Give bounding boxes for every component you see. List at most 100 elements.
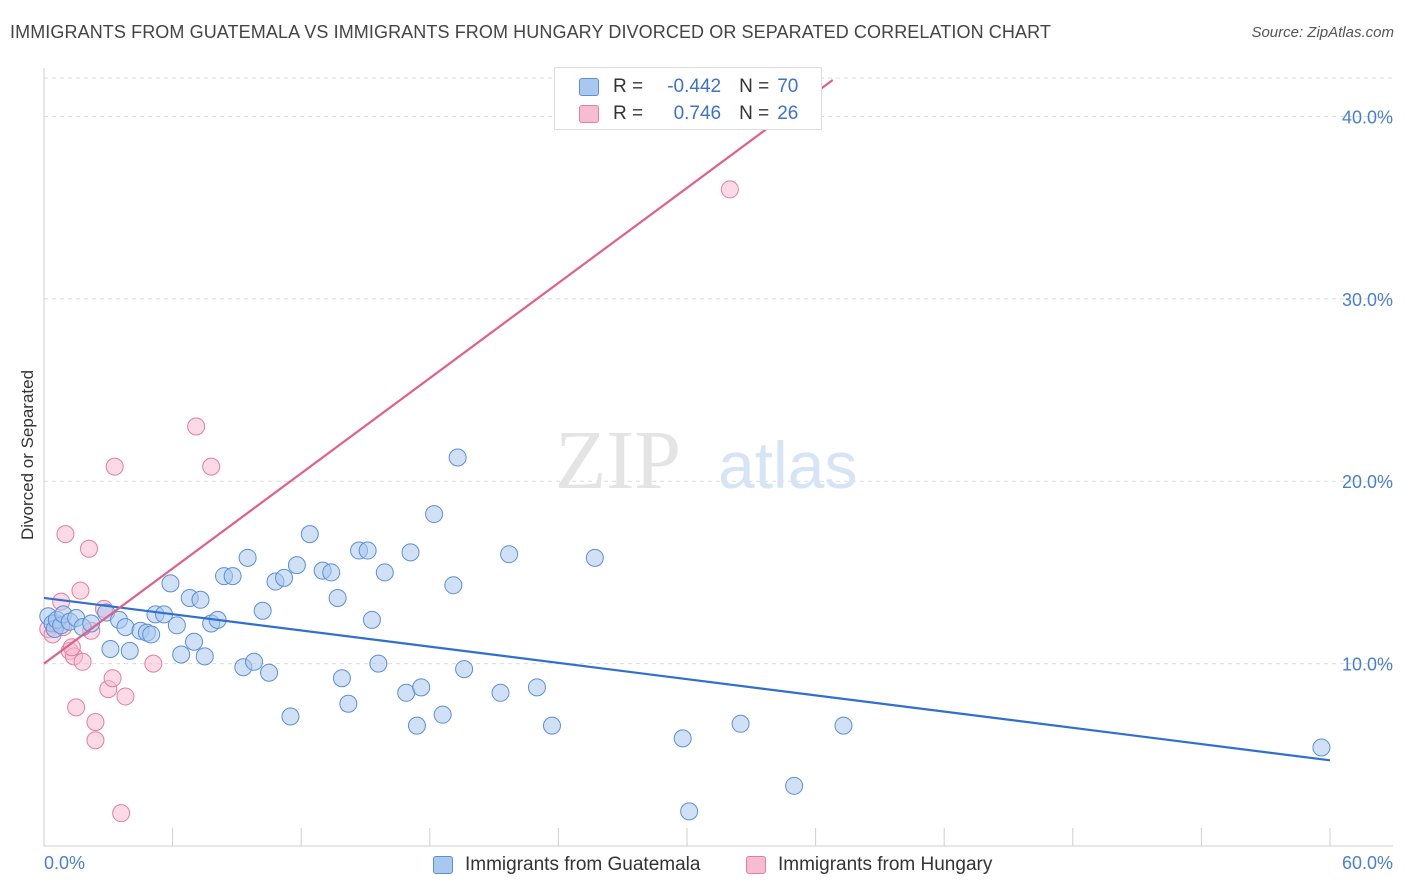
guatemala-point xyxy=(253,601,272,620)
hungary-legend-swatch xyxy=(746,856,766,874)
series-guatemala-points xyxy=(39,448,1331,821)
guatemala-point xyxy=(433,705,452,724)
guatemala-point xyxy=(834,716,853,735)
guatemala-legend-swatch xyxy=(433,856,453,874)
guatemala-point xyxy=(585,548,604,567)
hungary-point xyxy=(116,687,135,706)
hungary-point xyxy=(67,698,86,717)
guatemala-point xyxy=(260,663,279,682)
guatemala-point xyxy=(322,563,341,582)
y-tick-label: 40.0% xyxy=(1342,107,1393,127)
guatemala-point xyxy=(116,618,135,637)
hungary-point xyxy=(86,731,105,750)
n-label: N = xyxy=(739,76,770,97)
stats-legend: R = -0.442 N = 70 R = 0.746 N = 26 xyxy=(554,67,822,130)
guatemala-point xyxy=(167,616,186,635)
y-tick-label: 20.0% xyxy=(1342,472,1393,492)
guatemala-point xyxy=(275,568,294,587)
guatemala-point xyxy=(120,641,139,660)
legend-item-hungary: Immigrants from Hungary xyxy=(746,852,992,878)
guatemala-point xyxy=(339,694,358,713)
guatemala-point xyxy=(161,574,180,593)
guatemala-point xyxy=(300,525,319,544)
hungary-point xyxy=(720,180,739,199)
guatemala-point xyxy=(287,556,306,575)
hungary-n-value: 26 xyxy=(777,103,799,124)
r-label: R = xyxy=(613,76,644,97)
guatemala-point xyxy=(397,683,416,702)
guatemala-point xyxy=(527,678,546,697)
guatemala-point xyxy=(238,548,257,567)
guatemala-point xyxy=(444,576,463,595)
guatemala-point xyxy=(542,716,561,735)
guatemala-point xyxy=(731,714,750,733)
x-tick-label-min: 0.0% xyxy=(44,853,85,873)
axes xyxy=(43,68,1393,847)
hungary-point xyxy=(112,804,131,823)
hungary-point xyxy=(71,581,90,600)
guatemala-point xyxy=(101,640,120,659)
guatemala-point xyxy=(375,563,394,582)
hungary-trend-line xyxy=(43,79,834,665)
hungary-swatch xyxy=(579,105,599,123)
guatemala-point xyxy=(328,588,347,607)
y-tick-label: 30.0% xyxy=(1342,290,1393,310)
stats-row-guatemala: R = -0.442 N = 70 xyxy=(579,74,798,100)
guatemala-point xyxy=(191,590,210,609)
guatemala-point xyxy=(680,802,699,821)
watermark-atlas: atlas xyxy=(718,428,857,502)
y-tick-labels: 10.0% 20.0% 30.0% 40.0% xyxy=(1342,107,1393,674)
guatemala-point xyxy=(185,632,204,651)
guatemala-point xyxy=(369,654,388,673)
guatemala-point xyxy=(245,652,264,671)
x-tick-label-max: 60.0% xyxy=(1342,853,1393,873)
guatemala-point xyxy=(195,647,214,666)
hungary-point xyxy=(105,457,124,476)
guatemala-trend-line xyxy=(43,596,1331,762)
guatemala-point xyxy=(401,543,420,562)
guatemala-point xyxy=(500,545,519,564)
guatemala-point xyxy=(785,776,804,795)
hungary-point xyxy=(62,638,81,657)
hungary-point xyxy=(202,457,221,476)
guatemala-point xyxy=(407,716,426,735)
hungary-point xyxy=(187,417,206,436)
guatemala-swatch xyxy=(579,78,599,96)
guatemala-legend-label: Immigrants from Guatemala xyxy=(465,854,701,875)
hungary-point xyxy=(103,669,122,688)
hungary-point xyxy=(56,525,75,544)
hungary-point xyxy=(144,654,163,673)
guatemala-point xyxy=(358,541,377,560)
watermark: ZIP atlas xyxy=(555,414,857,507)
guatemala-point xyxy=(412,678,431,697)
guatemala-point xyxy=(332,669,351,688)
guatemala-point xyxy=(425,505,444,524)
guatemala-r-value: -0.442 xyxy=(667,76,722,97)
guatemala-point xyxy=(673,729,692,748)
chart-title: IMMIGRANTS FROM GUATEMALA VS IMMIGRANTS … xyxy=(10,22,1051,42)
hungary-r-value: 0.746 xyxy=(673,103,722,124)
hungary-point xyxy=(80,539,99,558)
legend-item-guatemala: Immigrants from Guatemala xyxy=(433,852,700,878)
guatemala-point xyxy=(491,683,510,702)
guatemala-point xyxy=(142,625,161,644)
stats-row-hungary: R = 0.746 N = 26 xyxy=(579,101,798,127)
y-tick-label: 10.0% xyxy=(1342,655,1393,675)
watermark-zip: ZIP xyxy=(555,414,681,507)
hungary-legend-label: Immigrants from Hungary xyxy=(778,854,993,875)
trend-lines xyxy=(43,79,1331,762)
x-ticks xyxy=(43,828,1331,846)
guatemala-n-value: 70 xyxy=(777,76,799,97)
guatemala-point xyxy=(448,448,467,467)
guatemala-point xyxy=(172,645,191,664)
r-label: R = xyxy=(613,103,644,124)
guatemala-point xyxy=(1312,738,1331,757)
hungary-point xyxy=(73,652,92,671)
guatemala-point xyxy=(455,660,474,679)
hungary-point xyxy=(86,712,105,731)
guatemala-point xyxy=(281,707,300,726)
source-label: Source: ZipAtlas.com xyxy=(1251,24,1394,41)
n-label: N = xyxy=(739,103,770,124)
guatemala-point xyxy=(223,567,242,586)
